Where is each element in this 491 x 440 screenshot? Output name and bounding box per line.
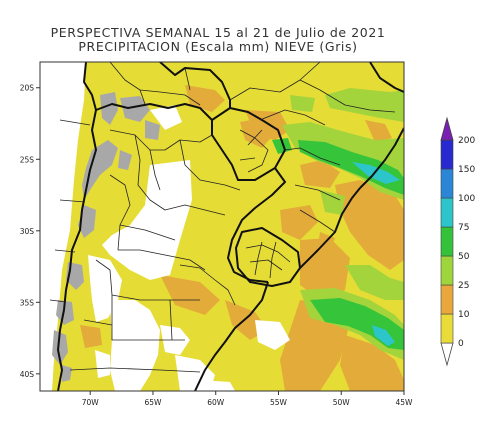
lon-tick-label: 55W <box>270 398 288 407</box>
legend-label: 10 <box>458 310 470 320</box>
precip-75-100-areas <box>352 162 400 346</box>
legend-swatch <box>440 255 454 286</box>
legend-label: 200 <box>458 136 475 146</box>
title-line-2: PRECIPITACION (Escala mm) NIEVE (Gris) <box>78 39 358 54</box>
country-borders <box>57 62 404 391</box>
lon-tick-label: 65W <box>144 398 162 407</box>
pacific-ocean <box>40 62 86 391</box>
legend-swatch <box>440 284 454 315</box>
legend-swatch <box>440 313 454 344</box>
legend-swatch <box>440 197 454 228</box>
precip-10-25-areas <box>80 85 404 391</box>
longitude-axis: 70W 65W 60W 55W 50W 45W <box>82 391 413 407</box>
lat-tick-label: 35S <box>20 298 35 307</box>
map-title: PERSPECTIVA SEMANAL 15 al 21 de Julio de… <box>28 26 408 54</box>
title-line-1: PERSPECTIVA SEMANAL 15 al 21 de Julio de… <box>50 25 386 40</box>
lon-tick-label: 60W <box>207 398 225 407</box>
lon-tick-label: 70W <box>82 398 100 407</box>
legend-label: 25 <box>458 281 469 291</box>
lat-tick-label: 25S <box>20 155 35 164</box>
lat-tick-label: 40S <box>20 370 35 379</box>
legend-upper-arrow <box>440 116 454 141</box>
legend-label: 150 <box>458 165 475 175</box>
lon-tick-label: 50W <box>333 398 351 407</box>
map-frame <box>39 61 405 392</box>
legend-label: 50 <box>458 252 470 262</box>
precipitation-legend: 0 10 25 50 75 100 150 200 <box>440 116 475 367</box>
latitude-axis: 20S 25S 30S 35S 40S <box>20 84 40 379</box>
legend-label: 100 <box>458 194 475 204</box>
lat-tick-label: 20S <box>20 84 35 93</box>
legend-swatch <box>440 139 454 170</box>
legend-swatch <box>440 168 454 199</box>
legend-label: 0 <box>458 339 464 349</box>
legend-swatch <box>440 226 454 257</box>
lon-tick-label: 45W <box>396 398 414 407</box>
legend-lower-arrow <box>440 342 454 367</box>
province-borders <box>49 62 396 373</box>
lat-tick-label: 30S <box>20 227 35 236</box>
snow-areas <box>52 92 160 382</box>
map-field <box>40 62 404 391</box>
legend-label: 75 <box>458 223 469 233</box>
